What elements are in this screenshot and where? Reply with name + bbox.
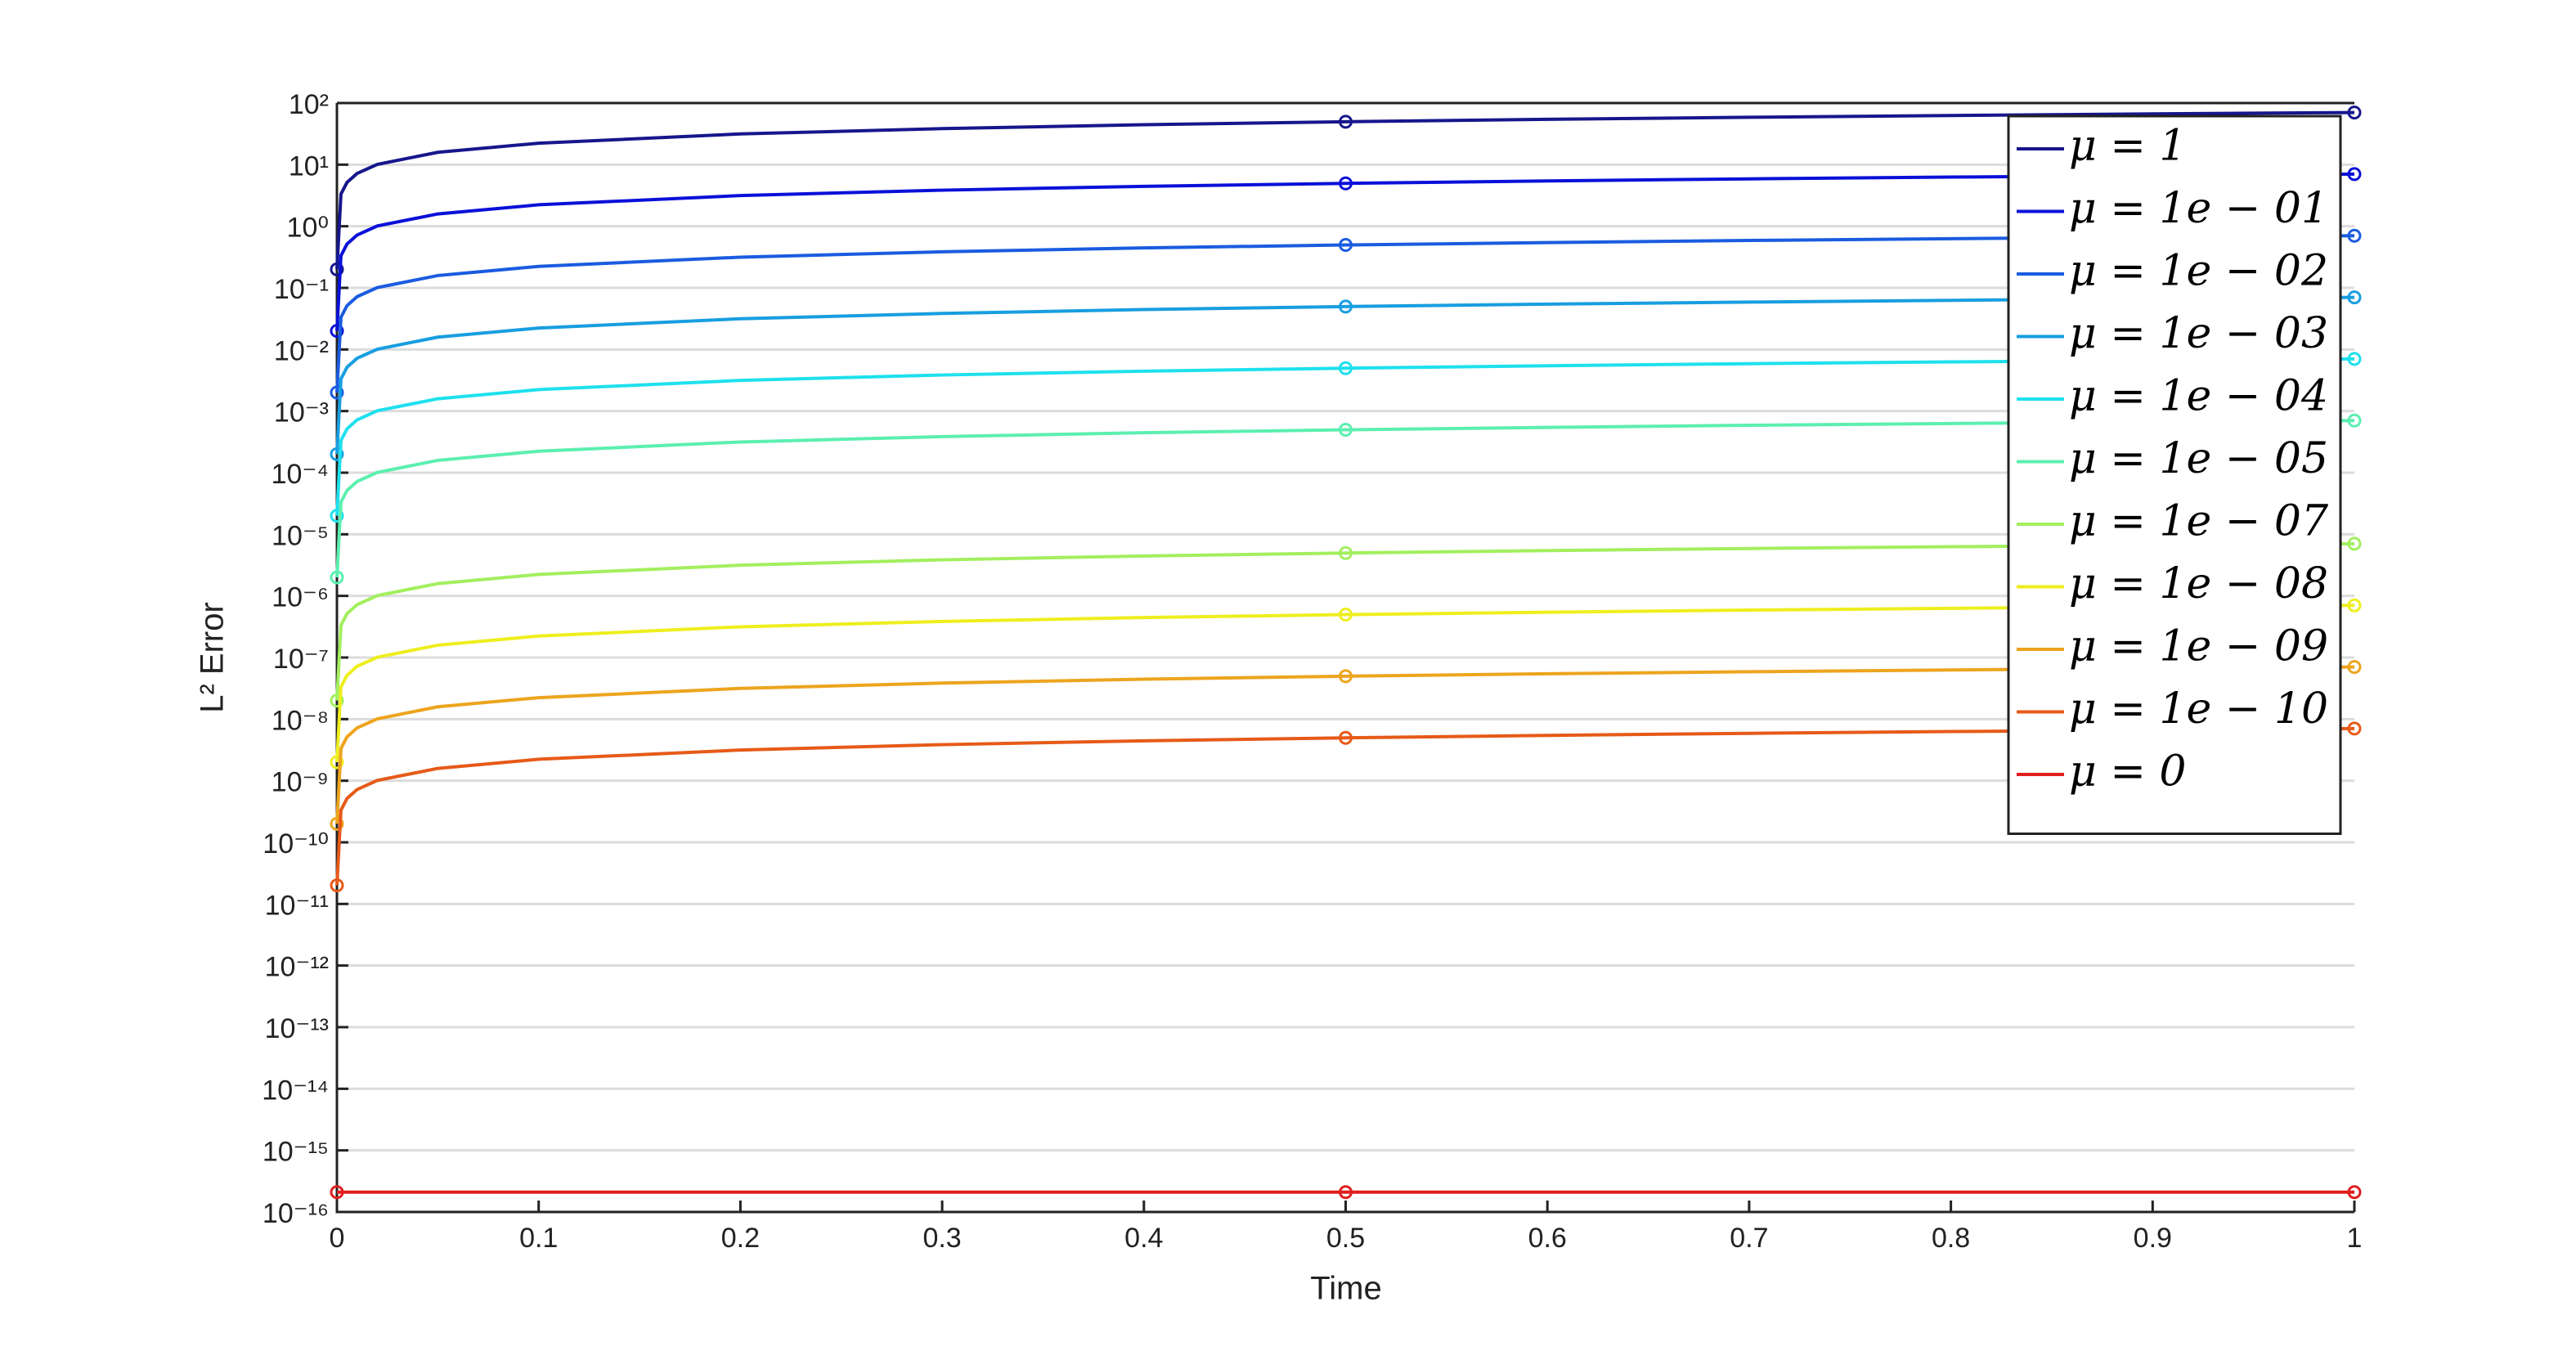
legend-label: μ = 1e − 09	[2069, 622, 2328, 671]
legend-label: μ = 1e − 10	[2069, 684, 2328, 734]
legend-label: μ = 1e − 01	[2069, 184, 2328, 233]
y-tick-label: 10⁻¹³	[265, 1013, 329, 1044]
x-tick-label: 0.2	[721, 1223, 760, 1254]
series-marker	[330, 447, 344, 461]
series-marker	[1339, 114, 1353, 129]
series-line	[335, 541, 2355, 701]
series-marker	[2347, 167, 2362, 182]
series-marker	[1339, 1185, 1353, 1200]
series-marker	[2347, 290, 2362, 305]
y-tick-label: 10⁻⁹	[272, 767, 329, 798]
series-marker	[330, 262, 344, 276]
series-marker	[330, 570, 344, 585]
y-tick-label: 10⁻⁷	[273, 644, 329, 675]
series-marker	[2347, 536, 2362, 551]
series-line	[335, 172, 2355, 331]
x-tick-label: 0.9	[2134, 1223, 2172, 1254]
y-tick-label: 10⁻¹⁰	[263, 828, 329, 860]
legend-label: μ = 1e − 02	[2069, 247, 2328, 296]
legend-label: μ = 1e − 03	[2069, 309, 2328, 358]
series-marker	[330, 509, 344, 523]
series-marker	[330, 385, 344, 400]
series-line	[335, 419, 2355, 578]
series-line	[335, 604, 2355, 763]
series-marker	[1339, 423, 1353, 438]
y-tick-label: 10⁻¹⁴	[262, 1075, 329, 1106]
x-tick-label: 0.3	[922, 1223, 961, 1254]
series-marker	[330, 324, 344, 339]
series-marker	[2347, 105, 2362, 120]
series-marker	[330, 1185, 344, 1200]
x-axis-label: Time	[1310, 1271, 1381, 1307]
legend-label: μ = 0	[2069, 747, 2187, 797]
y-tick-label: 10⁻¹¹	[265, 890, 329, 921]
x-tick-label: 1	[2347, 1223, 2363, 1254]
x-tick-label: 0.8	[1932, 1223, 1970, 1254]
y-tick-label: 10⁻⁴	[272, 459, 329, 490]
series-marker	[2347, 413, 2362, 428]
y-tick-label: 10⁰	[287, 213, 329, 244]
y-tick-label: 10¹	[289, 150, 329, 182]
y-tick-label: 10⁻¹⁵	[263, 1137, 329, 1168]
x-tick-label: 0.4	[1124, 1223, 1163, 1254]
series-line	[335, 295, 2355, 455]
x-tick-label: 0	[330, 1223, 345, 1254]
series-line	[335, 357, 2355, 516]
series-marker	[1339, 176, 1353, 191]
series-marker	[2347, 228, 2362, 243]
series-marker	[2347, 598, 2362, 613]
series-marker	[1339, 299, 1353, 314]
series-marker	[1339, 361, 1353, 375]
y-tick-label: 10⁻⁶	[272, 582, 329, 613]
y-tick-label: 10⁻³	[274, 397, 329, 429]
series-line	[335, 726, 2355, 886]
series-marker	[1339, 238, 1353, 253]
series-marker	[2347, 1185, 2362, 1200]
legend-label: μ = 1	[2069, 122, 2187, 171]
series-marker	[2347, 660, 2362, 675]
legend-label: μ = 1e − 07	[2069, 497, 2329, 546]
y-tick-label: 10⁻¹	[274, 274, 329, 305]
series-line	[335, 234, 2355, 393]
y-tick-label: 10⁻⁵	[272, 520, 329, 551]
series-marker	[1339, 608, 1353, 622]
series-marker	[1339, 669, 1353, 684]
legend-label: μ = 1e − 08	[2069, 559, 2328, 608]
axes	[335, 101, 2354, 1214]
series-marker	[2347, 352, 2362, 366]
series-marker	[330, 878, 344, 893]
y-tick-label: 10⁻⁸	[272, 705, 329, 736]
series-marker	[330, 816, 344, 831]
x-tick-label: 0.1	[519, 1223, 558, 1254]
y-tick-label: 10⁻¹⁶	[263, 1198, 329, 1229]
series-line	[335, 665, 2355, 824]
series-marker	[330, 755, 344, 770]
y-axis-label: L² Error	[195, 602, 231, 713]
legend-box	[2007, 114, 2342, 835]
series-marker	[2347, 721, 2362, 736]
series-marker	[1339, 545, 1353, 560]
series-marker	[1339, 730, 1353, 745]
legend-label: μ = 1e − 04	[2069, 372, 2328, 421]
series-marker	[330, 693, 344, 708]
y-tick-label: 10²	[289, 89, 329, 120]
legend-label: μ = 1e − 05	[2069, 434, 2328, 483]
x-tick-label: 0.5	[1326, 1223, 1365, 1254]
y-tick-label: 10⁻²	[274, 335, 329, 366]
x-tick-label: 0.6	[1528, 1223, 1567, 1254]
x-tick-label: 0.7	[1730, 1223, 1768, 1254]
y-tick-label: 10⁻¹²	[265, 952, 329, 983]
series-line	[335, 110, 2355, 270]
